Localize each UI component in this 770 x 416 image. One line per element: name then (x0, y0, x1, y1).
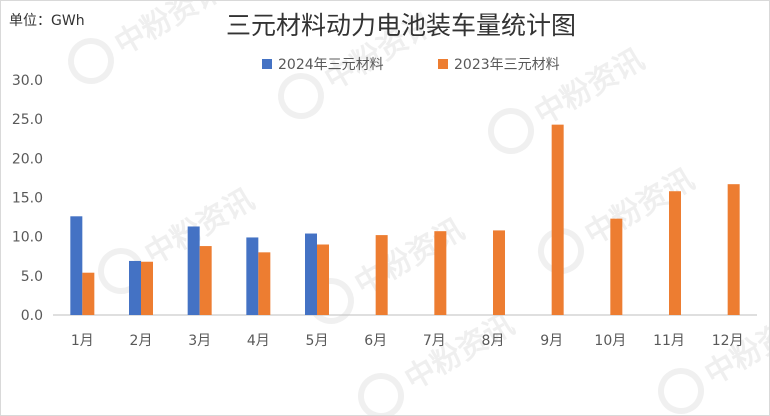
bar (727, 184, 740, 315)
bar (129, 260, 141, 315)
y-tick-label: 5.0 (21, 269, 43, 285)
bar (305, 233, 317, 315)
watermark-logo-icon (68, 38, 114, 84)
y-tick-label: 20.0 (12, 151, 43, 167)
watermark: 中粉资讯 (358, 307, 520, 415)
x-tick-label: 2月 (130, 333, 153, 349)
chart-title: 三元材料动力电池装车量统计图 (226, 11, 576, 40)
unit-label: 单位：GWh (9, 13, 85, 29)
x-tick-label: 12月 (712, 333, 744, 349)
watermark-text: 中粉资讯 (399, 307, 520, 397)
bar (551, 124, 564, 316)
watermark: 中粉资讯 (98, 182, 260, 294)
x-axis: 1月 2月 3月 4月 5月 6月 7月 8月 9月 10月 11月 12月 (53, 314, 757, 349)
bar (434, 231, 447, 315)
bar (199, 246, 212, 315)
watermark-logo-icon (488, 108, 534, 154)
x-tick-label: 5月 (306, 333, 329, 349)
watermark: 中粉资讯 (68, 1, 230, 84)
bar (246, 237, 259, 315)
legend-label: 2024年三元材料 (278, 57, 384, 73)
x-tick-label: 6月 (364, 333, 387, 349)
y-tick-label: 30.0 (12, 73, 43, 89)
bar (187, 226, 200, 315)
bar (317, 244, 329, 315)
x-tick-label: 10月 (594, 333, 626, 349)
watermark-logo-icon (278, 73, 324, 119)
x-tick-label: 9月 (540, 333, 563, 349)
watermark-logo-icon (658, 368, 704, 414)
watermark-text: 中粉资讯 (529, 42, 650, 132)
bars (70, 124, 740, 316)
bar (70, 216, 83, 315)
x-tick-label: 8月 (482, 333, 505, 349)
watermark-text: 中粉资讯 (579, 162, 700, 252)
y-tick-label: 25.0 (12, 112, 43, 128)
y-axis: 0.0 5.0 10.0 15.0 20.0 25.0 30.0 (12, 73, 43, 324)
legend-swatch (262, 59, 272, 69)
x-tick-label: 4月 (247, 333, 270, 349)
bar (610, 218, 623, 315)
legend: 2024年三元材料 2023年三元材料 (262, 57, 560, 73)
x-tick-label: 1月 (71, 333, 94, 349)
y-tick-label: 0.0 (21, 308, 43, 324)
bar (669, 191, 681, 315)
legend-label: 2023年三元材料 (454, 57, 560, 73)
watermark-text: 中粉资讯 (109, 1, 230, 62)
y-tick-label: 10.0 (12, 230, 43, 246)
bar (493, 230, 505, 315)
watermark-text: 中粉资讯 (349, 212, 470, 302)
bar (258, 252, 271, 315)
x-tick-label: 11月 (653, 333, 685, 349)
watermark-logo-icon (358, 373, 404, 415)
legend-swatch (438, 59, 448, 69)
x-tick-label: 3月 (188, 333, 211, 349)
bar (141, 261, 153, 315)
y-tick-label: 15.0 (12, 191, 43, 207)
bar (82, 272, 95, 315)
bar (375, 235, 388, 315)
x-tick-label: 7月 (423, 333, 446, 349)
watermark: 中粉资讯 (658, 302, 769, 414)
watermark-logo-icon (538, 228, 584, 274)
